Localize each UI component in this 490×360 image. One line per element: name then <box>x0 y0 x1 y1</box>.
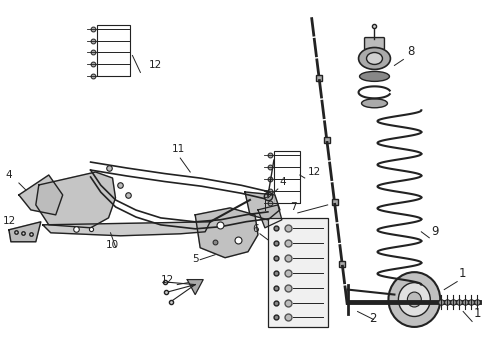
FancyBboxPatch shape <box>365 37 385 50</box>
Ellipse shape <box>407 292 421 307</box>
Text: 8: 8 <box>407 45 415 58</box>
Text: 6: 6 <box>252 224 259 234</box>
Polygon shape <box>245 192 280 220</box>
Text: 11: 11 <box>172 144 186 154</box>
Text: 12: 12 <box>3 216 16 226</box>
Bar <box>274 151 300 203</box>
Ellipse shape <box>367 53 383 64</box>
Ellipse shape <box>398 283 430 316</box>
Polygon shape <box>9 222 41 242</box>
Text: 5: 5 <box>192 254 199 264</box>
Text: 3: 3 <box>262 190 269 200</box>
Text: 1: 1 <box>474 307 482 320</box>
Polygon shape <box>258 205 282 228</box>
Text: 2: 2 <box>369 312 377 325</box>
Ellipse shape <box>360 71 390 81</box>
Polygon shape <box>195 208 258 258</box>
Polygon shape <box>43 222 210 236</box>
Text: 9: 9 <box>431 225 439 238</box>
Text: 12: 12 <box>148 60 162 71</box>
Bar <box>268 218 328 328</box>
Ellipse shape <box>389 272 440 327</box>
Ellipse shape <box>362 99 388 108</box>
Text: 1: 1 <box>459 267 466 280</box>
Text: 7: 7 <box>290 202 296 212</box>
Text: 10: 10 <box>105 240 119 250</box>
Text: 12: 12 <box>160 275 173 285</box>
Polygon shape <box>187 280 203 294</box>
Text: 4: 4 <box>280 177 287 187</box>
Polygon shape <box>36 172 116 228</box>
Ellipse shape <box>359 48 391 69</box>
Text: 4: 4 <box>6 170 13 180</box>
Polygon shape <box>19 175 63 215</box>
Bar <box>97 24 130 76</box>
Text: 12: 12 <box>308 167 321 177</box>
